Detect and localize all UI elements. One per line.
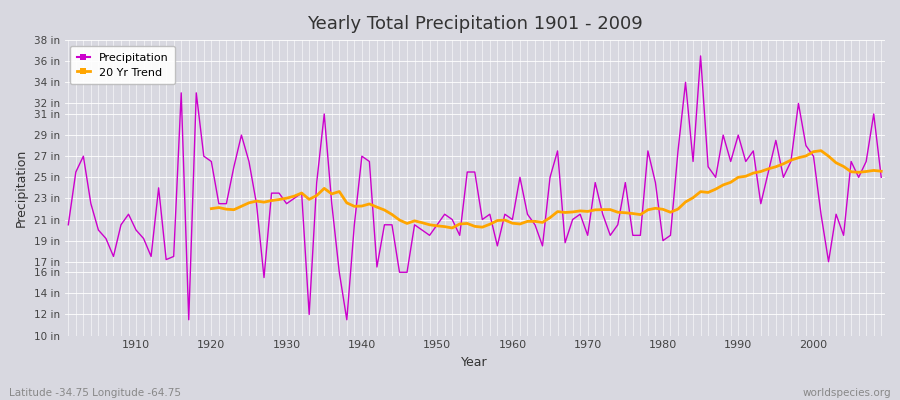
Title: Yearly Total Precipitation 1901 - 2009: Yearly Total Precipitation 1901 - 2009 xyxy=(307,15,643,33)
Text: worldspecies.org: worldspecies.org xyxy=(803,388,891,398)
Y-axis label: Precipitation: Precipitation xyxy=(15,149,28,227)
Legend: Precipitation, 20 Yr Trend: Precipitation, 20 Yr Trend xyxy=(70,46,176,84)
X-axis label: Year: Year xyxy=(462,356,488,369)
Text: Latitude -34.75 Longitude -64.75: Latitude -34.75 Longitude -64.75 xyxy=(9,388,181,398)
